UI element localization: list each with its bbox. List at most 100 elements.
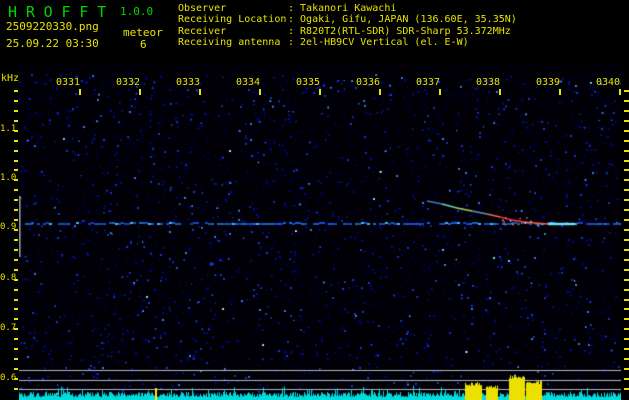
freq-minor-tick-right: [624, 90, 629, 92]
freq-minor-tick-left: [14, 238, 18, 241]
freq-minor-tick-left: [14, 288, 18, 291]
freq-minor-tick-right: [624, 119, 629, 122]
freq-minor-tick-right: [624, 358, 629, 361]
info-label: Receiving antenna: [178, 37, 281, 49]
time-label: 0339: [536, 77, 561, 88]
freq-minor-tick-left: [14, 318, 18, 321]
time-label: 0338: [476, 77, 501, 88]
info-value: : R820T2(RTL-SDR) SDR-Sharp 53.372MHz: [288, 25, 511, 37]
freq-minor-tick-right: [624, 268, 629, 271]
info-value: : 2el-HB9CV Vertical (el. E-W): [288, 37, 469, 49]
freq-minor-tick-right: [624, 248, 629, 251]
freq-minor-tick-right: [624, 368, 629, 371]
freq-minor-tick-right: [624, 298, 629, 301]
freq-minor-tick-left: [14, 387, 18, 390]
time-tick: [439, 89, 441, 95]
time-tick: [199, 89, 201, 95]
time-tick: [259, 89, 261, 95]
freq-minor-tick-right: [624, 328, 629, 331]
freq-minor-tick-left: [14, 268, 18, 271]
freq-minor-tick-right: [624, 238, 629, 241]
info-value: : Takanori Kawachi: [288, 3, 397, 14]
freq-minor-tick-right: [624, 99, 629, 102]
info-row: Receiving antenna : 2el-HB9CV Vertical (e…: [178, 37, 517, 48]
app-title: HROFFT: [8, 3, 115, 21]
info-row: Receiver : R820T2(RTL-SDR) SDR-Sharp 53.3…: [178, 26, 517, 37]
freq-minor-tick-right: [624, 288, 629, 291]
freq-minor-tick-left: [14, 119, 18, 122]
output-filename: 2509220330.png: [6, 20, 99, 33]
freq-minor-tick-right: [624, 189, 629, 192]
echo-count: 6: [140, 38, 147, 51]
time-tick: [379, 89, 381, 95]
observation-datetime: 25.09.22 03:30: [6, 37, 99, 50]
freq-tick-label: 1.0: [0, 173, 17, 183]
freq-minor-tick-right: [624, 169, 629, 172]
freq-minor-tick-left: [14, 328, 18, 331]
freq-minor-tick-right: [624, 278, 629, 281]
freq-minor-tick-right: [624, 348, 629, 351]
freq-minor-tick-left: [14, 189, 18, 192]
freq-minor-tick-left: [14, 258, 18, 261]
freq-minor-tick-right: [624, 159, 629, 162]
info-label: Receiver: [178, 25, 227, 37]
freq-minor-tick-left: [14, 139, 18, 142]
freq-minor-tick-right: [624, 149, 629, 152]
time-label: 0332: [116, 77, 141, 88]
spectrogram-canvas: [19, 62, 621, 400]
freq-minor-tick-left: [14, 248, 18, 251]
freq-minor-tick-left: [14, 109, 18, 112]
freq-minor-tick-left: [14, 149, 18, 152]
freq-tick-label: 0.9: [0, 222, 17, 232]
freq-minor-tick-left: [14, 308, 18, 311]
freq-minor-tick-left: [14, 298, 18, 301]
info-row: Observer: Takanori Kawachi: [178, 3, 517, 14]
freq-minor-tick-left: [14, 90, 18, 92]
time-tick: [319, 89, 321, 95]
time-label: 0333: [176, 77, 201, 88]
time-label: 0331: [56, 77, 81, 88]
mode-label: meteor: [123, 26, 163, 39]
time-tick: [559, 89, 561, 95]
freq-tick-label: 0.7: [0, 323, 17, 333]
freq-minor-tick-left: [14, 179, 18, 182]
freq-minor-tick-right: [624, 219, 629, 222]
time-tick: [499, 89, 501, 95]
freq-minor-tick-right: [624, 179, 629, 182]
freq-minor-tick-left: [14, 229, 18, 232]
freq-minor-tick-left: [14, 219, 18, 222]
freq-minor-tick-right: [624, 139, 629, 142]
freq-minor-tick-left: [14, 209, 18, 212]
freq-minor-tick-left: [14, 199, 18, 202]
freq-minor-tick-right: [624, 258, 629, 261]
freq-tick-label: 0.8: [0, 273, 17, 283]
freq-minor-tick-left: [14, 368, 18, 371]
freq-minor-tick-right: [624, 109, 629, 112]
freq-minor-tick-right: [624, 229, 629, 232]
freq-minor-tick-right: [624, 318, 629, 321]
freq-minor-tick-left: [14, 159, 18, 162]
freq-minor-tick-left: [14, 348, 18, 351]
time-label: 0336: [356, 77, 381, 88]
freq-minor-tick-right: [624, 308, 629, 311]
freq-minor-tick-left: [14, 358, 18, 361]
freq-minor-tick-right: [624, 129, 629, 132]
freq-minor-tick-left: [14, 169, 18, 172]
freq-tick-label: 1.1: [0, 124, 17, 134]
time-label: 0335: [296, 77, 321, 88]
freq-minor-tick-right: [624, 199, 629, 202]
info-label: Receiving Location: [178, 14, 287, 26]
info-value: : Ogaki, Gifu, JAPAN (136.60E, 35.35N): [288, 14, 517, 26]
time-label: 0337: [416, 77, 441, 88]
time-tick: [79, 89, 81, 95]
freq-minor-tick-right: [624, 209, 629, 212]
freq-minor-tick-left: [14, 278, 18, 281]
freq-tick-label: 0.6: [0, 373, 17, 383]
app-version: 1.0.0: [120, 5, 154, 18]
time-tick: [619, 89, 621, 95]
freq-minor-tick-left: [14, 129, 18, 132]
time-tick: [139, 89, 141, 95]
freq-minor-tick-left: [14, 338, 18, 341]
freq-minor-tick-left: [14, 377, 18, 380]
